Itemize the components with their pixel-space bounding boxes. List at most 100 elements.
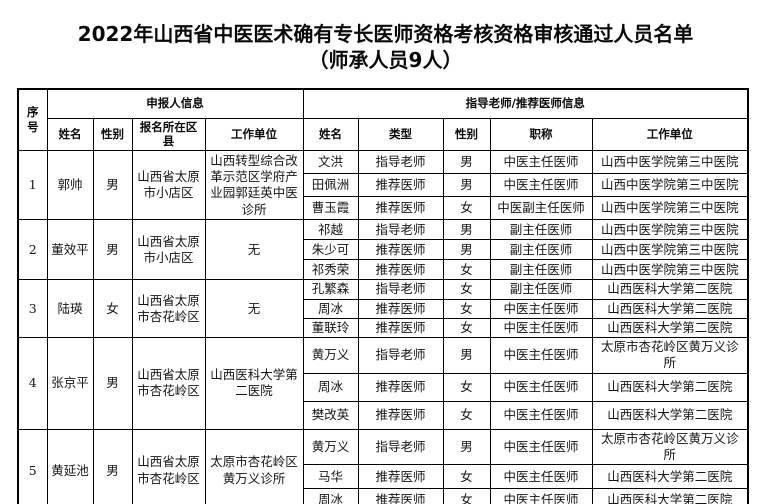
cell-mentor-name: 黄万义 [302,428,359,466]
cell-applicant-gender: 女 [92,279,133,339]
table-row: 4 张京平男山西省太原市杏花岭区 山西医科大学第二医院 黄万义 指导老师男中医主任医师太… [17,337,749,430]
cell-mentor-type: 推荐医师 [357,196,444,221]
cell-applicant-gender: 男 [92,150,133,221]
cell-applicant-district: 山西省太原市小店区 [131,150,206,221]
cell-mentor-type: 推荐医师 [357,400,444,430]
header-mentor-workplace: 工作单位 [591,117,749,152]
cell-mentor-workplace: 山西医科大学第二医院 [591,317,749,339]
cell-applicant-district: 山西省太原市杏花岭区 [131,279,206,339]
roster-table-head: 序号 申报人信息 指导老师/推荐医师信息 姓名 性别 报名所在区县 工作单位 姓… [17,88,749,152]
header-mentor-type: 类型 [357,117,444,152]
document-title: 2022年山西省中医医术确有专长医师资格考核资格审核通过人员名单 （师承人员9人… [0,0,771,73]
cell-mentor-workplace: 山西医科大学第二医院 [591,400,749,430]
cell-mentor-gender: 男 [442,239,491,261]
cell-mentor-title: 中医副主任医师 [489,196,593,221]
cell-applicant-name: 张京平 [46,337,94,430]
cell-serial: 1 [17,150,48,221]
cell-applicant-name: 郭帅 [46,150,94,221]
cell-mentor-name: 周冰 [302,372,359,402]
cell-mentor-workplace: 山西中医学院第三中医院 [591,219,749,241]
cell-mentor-workplace: 山西医科大学第二医院 [591,279,749,300]
cell-mentor-workplace: 山西中医学院第三中医院 [591,150,749,175]
cell-mentor-name: 祁秀荣 [302,259,359,281]
cell-mentor-name: 朱少可 [302,239,359,261]
header-serial: 序号 [17,88,48,152]
cell-mentor-gender: 女 [442,298,491,319]
cell-applicant-workplace: 山西转型综合改革示范区学府产业园郭廷英中医诊所 [204,150,304,221]
cell-mentor-type: 推荐医师 [357,317,444,339]
header-applicant-district: 报名所在区县 [131,117,206,152]
table-row: 周冰 推荐医师女中医主任医师 山西医科大学第二医院 [18,298,749,319]
header-mentor-group: 指导老师/推荐医师信息 [302,88,749,119]
cell-mentor-workplace: 太原市杏花岭区黄万义诊所 [591,337,749,374]
cell-mentor-type: 指导老师 [357,150,444,175]
cell-mentor-name: 马华 [302,464,359,490]
cell-mentor-title: 中医主任医师 [489,400,593,430]
cell-mentor-title: 中医主任医师 [489,464,593,490]
title-line-1: 2022年山西省中医医术确有专长医师资格考核资格审核通过人员名单 [77,22,694,46]
title-line-2: （师承人员9人） [308,48,463,72]
header-group-row: 序号 申报人信息 指导老师/推荐医师信息 [17,88,749,152]
header-column-row: 姓名 性别 报名所在区县 工作单位 姓名 类型 性别 职称 工作单位 [18,117,749,152]
table-row: 周冰 推荐医师女中医主任医师 山西医科大学第二医院 [18,488,749,504]
cell-mentor-workplace: 山西医科大学第二医院 [591,372,749,402]
cell-applicant-workplace: 无 [204,219,304,281]
cell-mentor-type: 推荐医师 [357,173,444,198]
table-row: 曹玉霞 推荐医师女中医副主任医师 山西中医学院第三中医院 [18,196,749,221]
header-mentor-gender: 性别 [442,117,491,152]
header-mentor-title: 职称 [489,117,593,152]
table-row: 田佩洲 推荐医师男中医主任医师 山西中医学院第三中医院 [18,173,749,198]
table-row: 周冰 推荐医师女中医主任医师 山西医科大学第二医院 [18,372,749,402]
cell-mentor-gender: 女 [442,196,491,221]
table-row: 祁秀荣 推荐医师女副主任医师 山西中医学院第三中医院 [18,259,749,281]
roster-table: 序号 申报人信息 指导老师/推荐医师信息 姓名 性别 报名所在区县 工作单位 姓… [17,88,750,504]
cell-mentor-name: 董联玲 [302,317,359,339]
cell-mentor-title: 中医主任医师 [489,298,593,319]
cell-mentor-gender: 男 [442,428,491,466]
cell-applicant-gender: 男 [92,428,133,504]
cell-mentor-title: 中医主任医师 [489,150,593,175]
table-row: 朱少可 推荐医师男副主任医师 山西中医学院第三中医院 [18,239,749,261]
cell-mentor-gender: 女 [442,259,491,281]
cell-mentor-name: 文洪 [302,150,359,175]
cell-mentor-type: 推荐医师 [357,372,444,402]
cell-mentor-type: 推荐医师 [357,464,444,490]
table-row: 樊改英 推荐医师女中医主任医师 山西医科大学第二医院 [18,400,749,430]
cell-mentor-title: 中医主任医师 [489,337,593,374]
cell-mentor-gender: 女 [442,464,491,490]
cell-mentor-title: 中医主任医师 [489,173,593,198]
table-row: 1 郭帅男山西省太原市小店区 山西转型综合改革示范区学府产业园郭廷英中医诊所 文洪 指导… [17,150,749,221]
table-row: 董联玲 推荐医师女中医主任医师 山西医科大学第二医院 [18,317,749,339]
cell-mentor-title: 中医主任医师 [489,488,593,504]
cell-mentor-name: 周冰 [302,488,359,504]
cell-mentor-name: 樊改英 [302,400,359,430]
cell-mentor-title: 中医主任医师 [489,317,593,339]
cell-mentor-workplace: 山西中医学院第三中医院 [591,259,749,281]
cell-mentor-workplace: 太原市杏花岭区黄万义诊所 [591,428,749,466]
cell-mentor-title: 中医主任医师 [489,372,593,402]
header-applicant-name: 姓名 [46,117,94,152]
header-applicant-group: 申报人信息 [46,88,304,119]
cell-mentor-title: 副主任医师 [489,239,593,261]
cell-mentor-title: 副主任医师 [489,279,593,300]
cell-mentor-workplace: 山西中医学院第三中医院 [591,239,749,261]
cell-applicant-name: 董效平 [46,219,94,281]
cell-mentor-workplace: 山西中医学院第三中医院 [591,173,749,198]
table-row: 2 董效平男山西省太原市小店区无祁越 指导老师男副主任医师 山西中医学院第三中医院 [17,219,749,281]
header-applicant-gender: 性别 [92,117,133,152]
cell-mentor-name: 田佩洲 [302,173,359,198]
cell-serial: 4 [17,337,48,430]
cell-mentor-gender: 男 [442,173,491,198]
cell-mentor-type: 指导老师 [357,337,444,374]
cell-mentor-name: 黄万义 [302,337,359,374]
cell-applicant-workplace: 太原市杏花岭区黄万义诊所 [204,428,304,504]
cell-mentor-name: 周冰 [302,298,359,319]
cell-mentor-type: 推荐医师 [357,298,444,319]
cell-serial: 2 [17,219,48,281]
table-row: 马华 推荐医师女中医主任医师 山西医科大学第二医院 [18,464,749,490]
cell-mentor-type: 指导老师 [357,279,444,300]
cell-mentor-gender: 男 [442,150,491,175]
cell-mentor-type: 指导老师 [357,219,444,241]
cell-mentor-type: 推荐医师 [357,239,444,261]
cell-mentor-name: 孔繁森 [302,279,359,300]
